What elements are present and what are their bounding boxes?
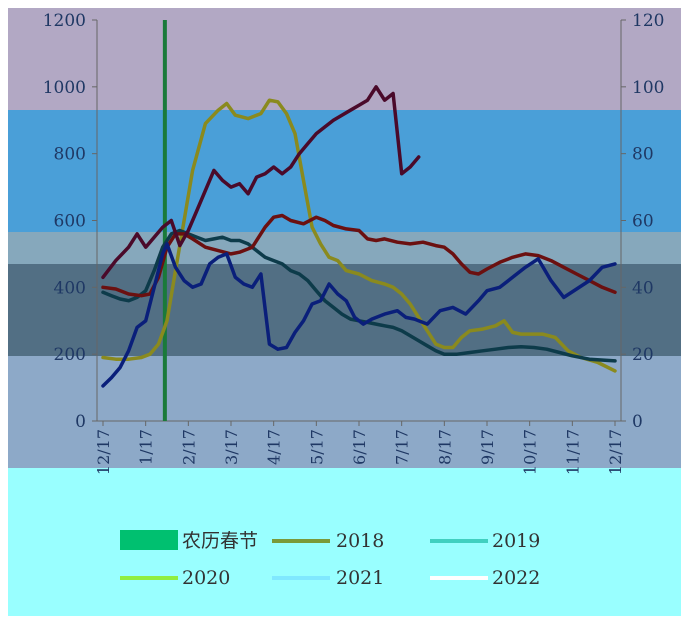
x-tick-label: 3/17	[222, 429, 241, 465]
x-tick-label: 11/17	[563, 429, 582, 475]
x-tick-label: 4/17	[265, 429, 284, 465]
legend-label-2018: 2018	[336, 530, 384, 552]
legend-swatch-spring-festival	[120, 530, 178, 550]
legend-label-2020: 2020	[182, 567, 230, 589]
legend-label-spring-festival: 农历春节	[182, 530, 258, 552]
background-band-2	[8, 110, 681, 232]
y-right-tick-label: 0	[632, 412, 643, 432]
series-line-2019	[101, 228, 617, 363]
background-band-4	[8, 264, 681, 356]
y-left-tick-label: 600	[54, 212, 86, 232]
y-right-tick-label: 60	[632, 212, 654, 232]
y-left-tick-label: 1200	[43, 11, 86, 31]
legend-label-2022: 2022	[492, 567, 540, 589]
x-tick-label: 6/17	[350, 429, 369, 465]
background-band-1	[8, 8, 681, 110]
background-band-5	[8, 356, 681, 468]
y-left-tick-label: 800	[54, 145, 86, 165]
legend-label-2019: 2019	[492, 530, 540, 552]
legend-label-2021: 2021	[336, 567, 384, 589]
y-left-tick-label: 1000	[43, 78, 86, 98]
x-tick-label: 8/17	[435, 429, 454, 465]
x-tick-label: 12/17	[94, 429, 113, 475]
x-tick-label: 9/17	[478, 429, 497, 465]
legend: 农历春节 2018 2019 2020 2021 2022	[120, 530, 540, 589]
x-tick-label: 7/17	[393, 429, 412, 465]
series-line-2020	[101, 213, 617, 298]
series-line-2022	[101, 85, 421, 280]
y-right-tick-label: 80	[632, 145, 654, 165]
y-right-tick-label: 40	[632, 278, 654, 298]
y-left-tick-label: 400	[54, 278, 86, 298]
y-left-tick-label: 0	[75, 412, 86, 432]
x-tick-label: 2/17	[179, 429, 198, 465]
background-band-3	[8, 232, 681, 264]
x-tick-label: 5/17	[307, 429, 326, 465]
y-right-tick-label: 20	[632, 345, 654, 365]
y-left-tick-label: 200	[54, 345, 86, 365]
y-right-tick-label: 100	[632, 78, 664, 98]
y-right-tick-label: 120	[632, 11, 664, 31]
x-tick-label: 10/17	[521, 429, 540, 475]
x-tick-label: 1/17	[137, 429, 156, 465]
x-tick-label: 12/17	[606, 429, 625, 475]
series-line-2021	[101, 242, 617, 388]
series-line-2018	[101, 98, 617, 373]
